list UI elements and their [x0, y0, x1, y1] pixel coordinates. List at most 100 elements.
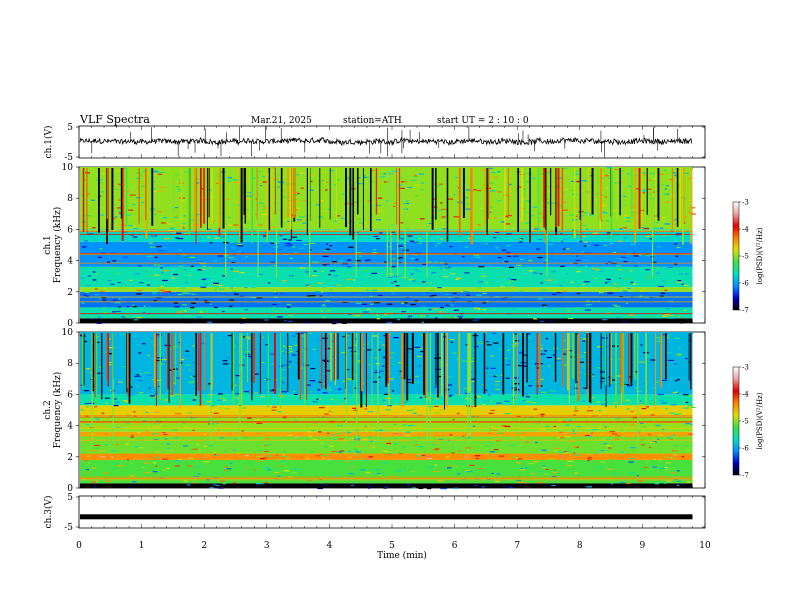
ch2-spectrogram-speckle	[418, 365, 421, 367]
ch2-spectrogram-speckle	[465, 447, 472, 449]
ch1-spectrogram-sferic	[634, 168, 637, 244]
ch1-spectrogram-speckle	[174, 174, 180, 176]
ch2-spectrogram-speckle	[256, 422, 263, 424]
ch2-spectrogram-speckle	[110, 467, 117, 470]
ch1-spectrogram-speckle	[618, 257, 624, 260]
ch2-spectrogram-speckle	[639, 400, 643, 402]
ch1-spectrogram-speckle	[394, 202, 397, 204]
ch1-spectrogram-speckle	[634, 188, 641, 190]
ch1-spectrogram-speckle	[80, 277, 85, 279]
ch2-spectrogram-speckle	[407, 352, 413, 354]
ch2-spectrogram-speckle	[539, 429, 546, 431]
ch2-spectrogram-speckle	[671, 425, 677, 427]
ch1-spectrogram-speckle	[100, 188, 104, 190]
ch2-spectrogram-speckle	[119, 357, 123, 360]
ch1-spectrogram-speckle	[394, 275, 399, 277]
ch1-spectrogram-speckle	[405, 297, 411, 299]
ch2-spectrogram-speckle	[345, 461, 349, 463]
ch2-spectrogram-speckle	[103, 472, 109, 474]
ch2-spectrogram-speckle	[449, 434, 453, 436]
ch1-spectrogram-speckle	[506, 309, 510, 311]
ch2-spectrogram-speckle	[475, 478, 480, 480]
ch2-spectrogram-speckle	[280, 396, 286, 398]
ch2-spectrogram-speckle	[204, 455, 210, 457]
ch2-spectrogram-burst	[467, 333, 469, 443]
ch2-spectrogram-sferic	[232, 333, 235, 404]
ch2-spectrogram-speckle	[457, 473, 461, 475]
ch2-spectrogram-speckle	[173, 437, 179, 439]
ch2-spectrogram-speckle	[550, 404, 557, 406]
ch1-spectrogram-speckle	[331, 322, 337, 325]
ch2-spectrogram-speckle	[190, 448, 194, 451]
ch2-spectrogram-speckle	[553, 450, 558, 452]
ch1-spectrogram-speckle	[194, 320, 198, 323]
ch2-spectrogram-speckle	[339, 403, 344, 405]
ch1-spectrogram-speckle	[296, 235, 301, 237]
ch2-spectrogram-speckle	[338, 388, 342, 390]
ch2-spectrogram-speckle	[104, 397, 110, 399]
ch2-spectrogram-speckle	[220, 337, 224, 339]
ch1-spectrogram-speckle	[619, 172, 623, 174]
ch2-spectrogram-speckle	[177, 458, 182, 461]
ch1-spectrogram-speckle	[413, 241, 419, 243]
ch2-spectrogram-speckle	[685, 401, 689, 404]
ch2-spectrogram-speckle	[399, 395, 404, 397]
ch2-spectrogram-speckle	[504, 357, 508, 360]
ch2-spectrogram-speckle	[639, 404, 644, 406]
ch2-spectrogram-speckle	[159, 363, 165, 365]
ch1-spectrogram-speckle	[208, 267, 211, 269]
ch1-spectrogram-speckle	[177, 188, 183, 190]
ch1-spectrogram-speckle	[625, 302, 629, 304]
ch1-spectrogram-speckle	[656, 267, 660, 269]
ch1-spectrogram-speckle	[149, 275, 154, 277]
ch1-spectrogram-speckle	[309, 249, 312, 251]
ch1-spectrogram-speckle	[286, 306, 290, 309]
ch1-spectrogram-speckle	[615, 286, 621, 288]
ch1-spectrogram-speckle	[519, 238, 522, 240]
ch2-spectrogram-speckle	[222, 363, 229, 365]
ch2-spectrogram-speckle	[549, 334, 554, 336]
ch1-spectrogram-speckle	[668, 300, 674, 302]
ch1-spectrogram-speckle	[342, 322, 347, 324]
ch1-spectrogram-speckle	[384, 313, 389, 316]
ch1-spectrogram-speckle	[237, 243, 243, 246]
ch1-spectrogram-speckle	[585, 300, 591, 302]
ch1-spectrogram-sferic	[545, 168, 547, 230]
ch2-spectrogram-speckle	[101, 412, 105, 414]
ch2-spectrogram-speckle	[490, 409, 495, 411]
ch2-spectrogram-speckle	[383, 450, 388, 453]
ch1-spectrogram-sferic	[504, 168, 506, 231]
ch2-spectrogram-speckle	[626, 452, 630, 454]
ch2-spectrogram-speckle	[513, 377, 519, 379]
ch2-spectrogram-speckle	[683, 349, 690, 351]
ch2-spectrogram-speckle	[138, 392, 144, 394]
ch1-spectrogram-speckle	[676, 233, 683, 235]
ch2-spectrogram-speckle	[95, 486, 100, 488]
ch1-spectrogram-speckle	[524, 211, 530, 213]
ch1-spectrogram-speckle	[152, 171, 159, 173]
ch2-spectrogram-speckle	[270, 389, 276, 392]
ch2-spectrogram-speckle	[683, 484, 687, 486]
ch2-spectrogram-narrowband	[80, 415, 693, 417]
ch2-spectrogram-speckle	[265, 378, 270, 380]
ch2-spectrogram-speckle	[301, 335, 305, 337]
ch1-spectrogram-speckle	[358, 255, 362, 257]
ch2-spectrogram-speckle	[205, 343, 209, 345]
ch1-spectrogram-speckle	[678, 316, 681, 318]
ch1-spectrogram-speckle	[439, 202, 443, 204]
ch2-spectrogram-speckle	[586, 360, 591, 362]
ch2-spectrogram-sferic	[517, 333, 518, 399]
ch1-spectrogram-speckle	[293, 201, 300, 203]
ch2-spectrogram-speckle	[522, 354, 527, 356]
ch1-spectrogram-speckle	[369, 303, 374, 305]
ch2-spectrogram-speckle	[472, 370, 475, 372]
ch1-spectrogram-speckle	[347, 259, 352, 261]
ch1-spectrogram-speckle	[492, 237, 497, 239]
ch2-spectrogram-burst	[426, 333, 428, 443]
ch2-spectrogram-speckle	[317, 487, 323, 490]
ch1-spectrogram-speckle	[645, 276, 652, 278]
ch1-spectrogram-speckle	[541, 304, 547, 306]
ch2-spectrogram-speckle	[520, 467, 524, 470]
ch2-spectrogram-speckle	[486, 344, 492, 346]
ch2-spectrogram-speckle	[620, 451, 625, 453]
